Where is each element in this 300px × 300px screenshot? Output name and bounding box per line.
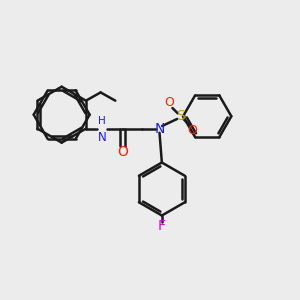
Text: N: N — [98, 131, 106, 144]
Text: O: O — [187, 124, 197, 137]
Text: S: S — [176, 109, 185, 123]
Text: N: N — [154, 122, 165, 136]
Text: F: F — [158, 219, 166, 233]
Text: O: O — [165, 96, 175, 109]
Text: O: O — [117, 145, 128, 159]
Text: H: H — [98, 116, 106, 126]
